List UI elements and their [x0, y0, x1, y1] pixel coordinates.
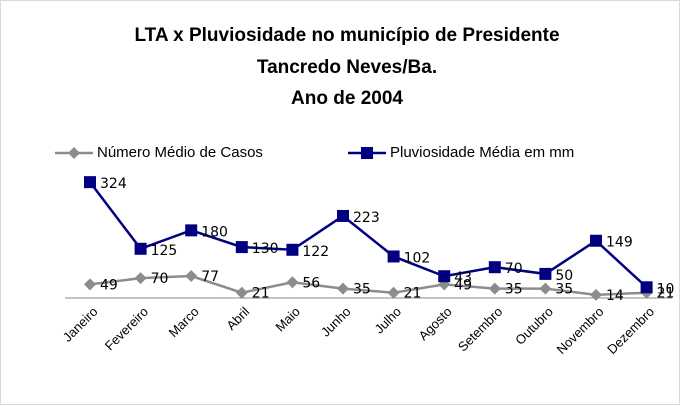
marker: [84, 278, 96, 291]
data-label: 223: [353, 210, 380, 226]
marker: [337, 282, 349, 295]
marker: [539, 282, 552, 295]
marker: [235, 286, 248, 299]
marker: [337, 209, 349, 222]
data-label: 21: [252, 286, 270, 302]
marker: [235, 241, 248, 254]
series-line: [89, 181, 648, 289]
marker: [488, 282, 501, 295]
chart-title: Ano de 2004: [291, 88, 403, 109]
marker: [590, 234, 602, 247]
legend-label: Pluviosidade Média em mm: [390, 144, 574, 161]
data-label: 10: [657, 281, 675, 297]
marker: [438, 270, 451, 283]
data-label: 56: [302, 275, 320, 291]
marker: [488, 261, 501, 274]
data-label: 102: [404, 250, 431, 266]
marker: [361, 147, 373, 159]
data-label: 77: [201, 269, 219, 285]
marker: [134, 242, 147, 255]
data-label: 70: [505, 261, 523, 277]
data-label: 21: [657, 286, 675, 302]
marker: [640, 281, 653, 294]
data-label: 122: [302, 244, 329, 260]
marker: [387, 286, 400, 299]
data-label: 149: [606, 235, 633, 251]
data-label: 180: [201, 224, 228, 240]
data-label: 49: [454, 277, 472, 293]
marker: [68, 147, 80, 159]
marker: [387, 250, 400, 263]
legend-label: Número Médio de Casos: [97, 144, 263, 161]
marker: [590, 288, 602, 301]
data-label: 70: [151, 271, 169, 287]
marker: [185, 270, 198, 283]
data-label: 35: [353, 282, 371, 298]
marker: [84, 176, 96, 189]
data-label: 14: [606, 288, 624, 304]
data-label: 35: [505, 282, 523, 298]
data-label: 130: [252, 241, 279, 257]
data-label: 125: [151, 243, 178, 259]
data-label: 324: [100, 176, 127, 192]
marker: [286, 243, 299, 256]
marker: [185, 224, 198, 237]
data-label: 43: [454, 270, 472, 286]
marker: [286, 276, 299, 289]
data-label: 49: [100, 277, 118, 293]
chart-title: Tancredo Neves/Ba.: [257, 57, 437, 78]
data-label: 21: [404, 286, 422, 302]
data-label: 35: [555, 282, 573, 298]
series-line: [89, 274, 647, 297]
marker: [134, 272, 147, 285]
chart-title: LTA x Pluviosidade no município de Presi…: [134, 25, 559, 46]
data-label: 50: [555, 268, 573, 284]
marker: [539, 267, 552, 280]
